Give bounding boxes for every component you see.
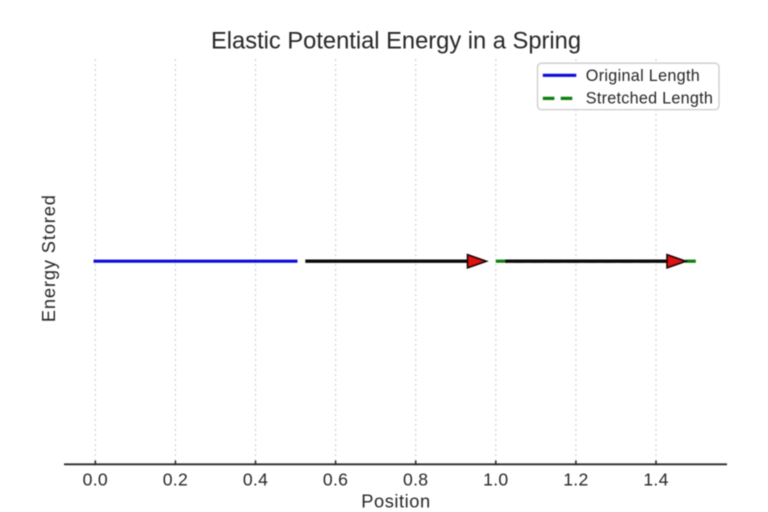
svg-text:1.4: 1.4 — [643, 470, 668, 490]
svg-text:0.4: 0.4 — [243, 470, 268, 490]
svg-text:0.2: 0.2 — [163, 470, 188, 490]
svg-text:Stretched Length: Stretched Length — [586, 90, 713, 108]
svg-text:Energy Stored: Energy Stored — [38, 194, 59, 322]
svg-text:0.0: 0.0 — [83, 470, 108, 490]
svg-text:Elastic Potential Energy in a: Elastic Potential Energy in a Spring — [211, 29, 581, 55]
svg-text:1.2: 1.2 — [563, 470, 588, 490]
svg-text:0.8: 0.8 — [403, 470, 428, 490]
svg-text:0.6: 0.6 — [323, 470, 348, 490]
svg-text:1.0: 1.0 — [483, 470, 508, 490]
svg-text:Original Length: Original Length — [586, 67, 700, 85]
svg-text:Position: Position — [361, 491, 430, 512]
